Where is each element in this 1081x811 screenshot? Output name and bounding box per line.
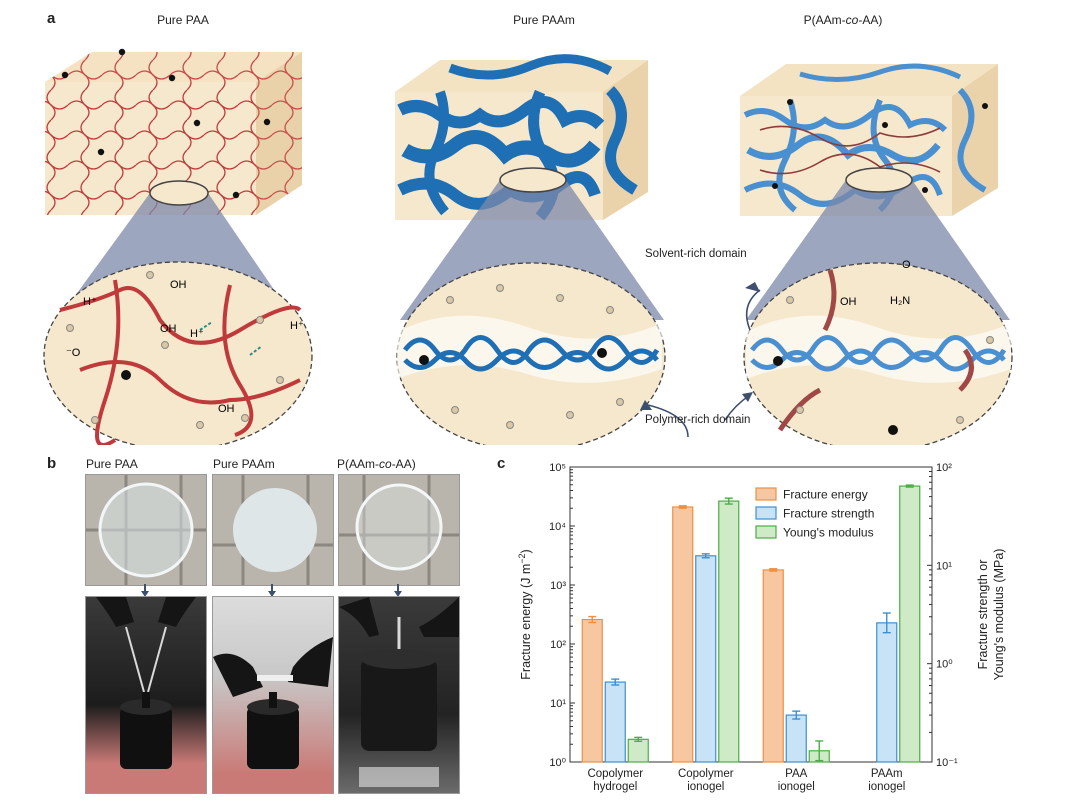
crosslink-dot (118, 48, 126, 56)
panel-b-title-copolymer: P(AAm-co-AA) (337, 457, 416, 471)
y-left-tick-label: 10³ (550, 580, 566, 592)
chem-label: OH (170, 279, 187, 291)
y-left-tick-label: 10⁰ (549, 757, 566, 769)
photo-copolymer-weight-lift (338, 596, 460, 794)
crosslink-dot (61, 71, 69, 79)
legend-swatch (755, 487, 777, 501)
bar (718, 500, 740, 763)
bar (672, 506, 694, 763)
chem-label: OH (840, 296, 857, 308)
crosslink-dot (772, 183, 778, 189)
chem-label: H⁺ (83, 296, 97, 308)
bar (899, 485, 921, 763)
bar (876, 622, 898, 763)
crosslink-dot (97, 148, 105, 156)
crosslink-dot (419, 355, 429, 365)
x-tick-label: hydrogel (593, 781, 637, 793)
crosslink-dot (787, 99, 793, 105)
down-arrow-icon (268, 591, 276, 597)
x-tick-label: Copolymer (678, 768, 734, 780)
panel-a-letter: a (47, 10, 56, 27)
zoom-ellipse-copolymer (743, 262, 1013, 445)
plot-frame (569, 466, 933, 763)
x-tick-label: ionogel (778, 781, 815, 793)
chem-label: O (902, 259, 911, 271)
y-right-tick-label: 10⁰ (936, 659, 953, 671)
bar (785, 714, 807, 763)
x-tick-label: PAA (785, 768, 807, 780)
y-left-tick-label: 10² (550, 639, 566, 651)
bar (627, 738, 649, 763)
x-tick-label: Copolymer (587, 768, 643, 780)
x-tick-label: ionogel (687, 781, 724, 793)
crosslink-dot (597, 348, 607, 358)
y-right-axis-label: Young's modulus (MPa) (992, 549, 1006, 681)
chem-label: ⁻O (66, 347, 81, 359)
crosslink-dot (882, 122, 888, 128)
panel-b-title-paam: Pure PAAm (213, 457, 275, 471)
chem-label: H₂N (890, 295, 910, 307)
legend-swatch (755, 525, 777, 539)
crosslink-dot (773, 356, 783, 366)
crosslink-dot (168, 74, 176, 82)
photo-paam-weight-lift (212, 596, 334, 794)
legend-swatch (755, 506, 777, 520)
crosslink-dot (263, 118, 271, 126)
panel-c-letter: c (497, 455, 506, 472)
down-arrow-icon (141, 591, 149, 597)
panel-a-title-paa: Pure PAA (157, 13, 209, 27)
chem-label: OH (218, 403, 235, 415)
y-right-axis-label: Fracture strength or (976, 560, 990, 670)
zoom-ellipse-paam (396, 262, 666, 445)
bar (604, 681, 626, 763)
chem-label: H⁺ (190, 328, 204, 340)
y-left-tick-label: 10¹ (550, 698, 566, 710)
crosslink-dot (888, 425, 898, 435)
x-tick-label: ionogel (868, 781, 905, 793)
zoom-ellipse-paa (43, 261, 313, 445)
bar (695, 555, 717, 763)
y-right-tick-label: 10⁻¹ (936, 757, 958, 769)
y-left-axis-label: Fracture energy (J m−2) (517, 549, 533, 679)
bar (762, 569, 784, 763)
bar (581, 618, 603, 763)
annotation-arrow (745, 289, 761, 331)
panel-a-title-paam: Pure PAAm (513, 13, 575, 27)
y-right-tick-label: 10¹ (936, 560, 952, 572)
crosslink-dot (922, 187, 928, 193)
crosslink-dot (982, 103, 988, 109)
panel-b-arrows (141, 584, 402, 597)
y-left-tick-label: 10⁵ (549, 462, 566, 474)
photo-paa-weight-lift (85, 596, 207, 794)
chem-label: H⁺ (290, 320, 304, 332)
annotation-arrow (647, 404, 689, 438)
y-left-tick-label: 10⁴ (549, 521, 566, 533)
crosslink-dot (232, 191, 240, 199)
legend-label: Fracture strength (783, 507, 874, 521)
crosslink-dot (193, 119, 201, 127)
panel-a-illustration: H⁺ H⁺ H⁺ OH OH OH ⁻O OH H₂N O (43, 48, 1013, 445)
legend-label: Fracture energy (783, 488, 868, 502)
x-tick-label: PAAm (871, 768, 903, 780)
photo-paa-disc (85, 474, 207, 586)
chem-label: OH (160, 323, 177, 335)
photo-paam-disc (212, 474, 334, 586)
panel-b-letter: b (47, 455, 57, 472)
polymer-rich-domain-label: Polymer-rich domain (645, 414, 751, 426)
solvent-rich-domain-label: Solvent-rich domain (645, 248, 747, 260)
bar-chart: 10⁰ 10¹ 10² 10³ 10⁴ 10⁵ 10⁻¹ 10⁰ 10¹ 10² Fracture … (517, 462, 1006, 793)
down-arrow-icon (394, 591, 402, 597)
panel-a-title-copolymer: P(AAm-co-AA) (803, 13, 883, 27)
photo-copolymer-disc (338, 474, 460, 586)
crosslink-dot (121, 370, 131, 380)
panel-b-title-paa: Pure PAA (86, 457, 138, 471)
legend-label: Young's modulus (783, 526, 874, 540)
y-right-tick-label: 10² (936, 462, 952, 474)
